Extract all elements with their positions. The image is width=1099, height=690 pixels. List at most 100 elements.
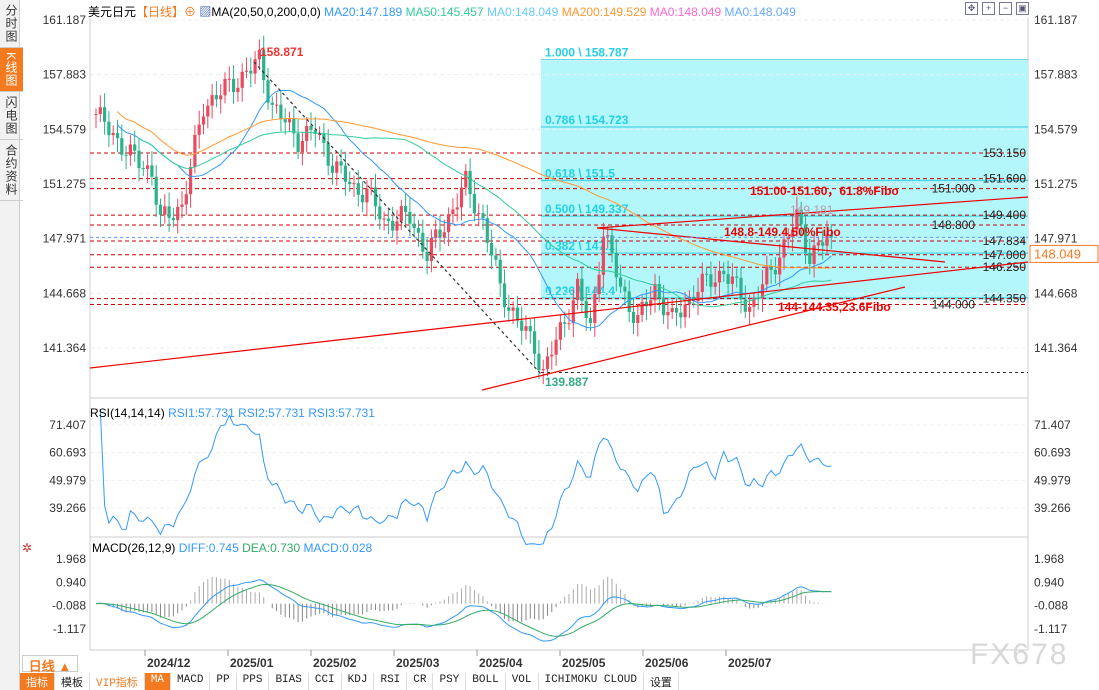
- candle-body: [601, 236, 605, 275]
- candle-body: [597, 274, 601, 295]
- candle-body: [511, 307, 515, 311]
- tab-kline[interactable]: K线图: [0, 48, 23, 93]
- fibo-label: 0.786 \ 154.723: [545, 113, 629, 127]
- candle-body: [644, 301, 648, 307]
- candle-body: [94, 114, 98, 116]
- candle-body: [111, 132, 115, 136]
- candle-body: [365, 188, 369, 203]
- candle-body: [442, 232, 446, 238]
- dea-value: DEA:0.730: [242, 541, 301, 555]
- candle-body: [232, 78, 236, 93]
- candle-body: [735, 276, 739, 278]
- indicator-tab-bias[interactable]: BIAS: [269, 673, 309, 690]
- candle-body: [137, 150, 141, 169]
- candle-body: [455, 207, 459, 210]
- indicator-tab-模板[interactable]: 模板: [55, 673, 90, 690]
- high-note: 149.181: [790, 203, 834, 217]
- candle-body: [829, 234, 833, 238]
- candle-body: [490, 242, 494, 256]
- indicator-tab-指标[interactable]: 指标: [20, 673, 55, 690]
- ma-value-2: MA0:148.049: [486, 5, 562, 19]
- macd-label-left: 1.968: [56, 552, 86, 566]
- candle-body: [404, 206, 408, 212]
- candle-body: [481, 213, 485, 219]
- candle-body: [352, 183, 356, 185]
- indicator-tab-pps[interactable]: PPS: [237, 673, 270, 690]
- ma-value-4: MA0:148.049: [649, 5, 725, 19]
- settings-icon[interactable]: ▣: [1016, 2, 1029, 15]
- macd-settings-icon[interactable]: ✲: [22, 541, 33, 555]
- indicator-tab-rsi[interactable]: RSI: [374, 673, 408, 690]
- candle-body: [584, 300, 588, 318]
- candle-body: [563, 322, 567, 324]
- candle-body: [541, 368, 545, 371]
- crosshair-icon[interactable]: ⊕: [184, 5, 197, 19]
- tab-contract-info[interactable]: 合约资料: [0, 140, 23, 202]
- candle-body: [395, 221, 399, 231]
- high-label: 158.871: [260, 45, 304, 59]
- candle-body: [619, 277, 623, 287]
- indicator-tab-ichimoku-cloud[interactable]: ICHIMOKU CLOUD: [539, 673, 644, 690]
- fibo-label: 1.000 \ 158.787: [545, 46, 629, 60]
- candle-body: [593, 294, 597, 323]
- candle-body: [692, 296, 696, 302]
- tab-time-chart[interactable]: 分时图: [0, 0, 23, 48]
- candle-body: [717, 270, 722, 283]
- indicator-tab-设置[interactable]: 设置: [644, 673, 679, 690]
- move-icon[interactable]: ✥: [965, 2, 978, 15]
- candle-body: [313, 129, 317, 134]
- trend-line: [253, 61, 542, 375]
- ma-indicator-icon[interactable]: ▨: [199, 5, 212, 19]
- date-label: 2024/12: [147, 656, 191, 670]
- date-label: 2025/07: [728, 656, 772, 670]
- candle-body: [485, 218, 489, 243]
- candle-body: [275, 104, 279, 106]
- price-label-right: 161.187: [1034, 13, 1078, 27]
- trend-line: [481, 286, 906, 391]
- zoom-in-icon[interactable]: +: [982, 2, 995, 15]
- indicator-tab-cci[interactable]: CCI: [309, 673, 342, 690]
- indicator-tab-boll[interactable]: BOLL: [466, 673, 506, 690]
- candle-body: [705, 273, 709, 275]
- candle-body: [361, 194, 365, 203]
- candle-body: [554, 339, 558, 355]
- indicator-tab-kdj[interactable]: KDJ: [342, 673, 375, 690]
- indicator-tab-macd[interactable]: MACD: [171, 673, 211, 690]
- candle-body: [128, 144, 132, 156]
- candle-body: [464, 170, 468, 188]
- candle-body: [769, 266, 773, 270]
- candle-body: [305, 125, 309, 142]
- candle-body: [296, 133, 300, 152]
- rsi-label-right: 60.693: [1034, 446, 1071, 460]
- candle-body: [791, 229, 795, 238]
- candle-body: [120, 138, 124, 155]
- zoom-out-icon[interactable]: −: [999, 2, 1012, 15]
- price-label-right: 141.364: [1034, 341, 1078, 355]
- candle-body: [279, 104, 283, 119]
- indicator-tabs: 指标 模板 VIP指标 MA MACD PP PPS BIAS CCI KDJ RSI CR PSY BO…: [20, 673, 679, 690]
- candle-body: [262, 49, 266, 81]
- tab-flash-chart[interactable]: 闪电图: [0, 92, 23, 141]
- indicator-tab-vip指标[interactable]: VIP指标: [90, 673, 145, 690]
- period-selector[interactable]: 日线 ▲: [22, 655, 78, 674]
- candle-body: [214, 95, 218, 100]
- date-label: 2025/02: [313, 656, 357, 670]
- candle-body: [670, 308, 674, 312]
- rsi-label-right: 49.979: [1034, 473, 1071, 487]
- level-label: 151.600: [983, 172, 1027, 186]
- ma50-line: [138, 131, 832, 308]
- candle-body: [292, 118, 296, 134]
- rsi-label-left: 49.979: [49, 473, 86, 487]
- candle-body: [614, 252, 618, 278]
- candle-body: [115, 132, 120, 139]
- indicator-tab-psy[interactable]: PSY: [433, 673, 467, 690]
- candle-body: [502, 283, 507, 308]
- price-label-left: 141.364: [43, 341, 87, 355]
- indicator-tab-cr[interactable]: CR: [407, 673, 434, 690]
- indicator-tab-pp[interactable]: PP: [210, 673, 237, 690]
- price-label-left: 144.668: [43, 286, 87, 300]
- indicator-tab-vol[interactable]: VOL: [506, 673, 539, 690]
- candle-body: [141, 168, 145, 170]
- indicator-tab-ma[interactable]: MA: [144, 673, 172, 690]
